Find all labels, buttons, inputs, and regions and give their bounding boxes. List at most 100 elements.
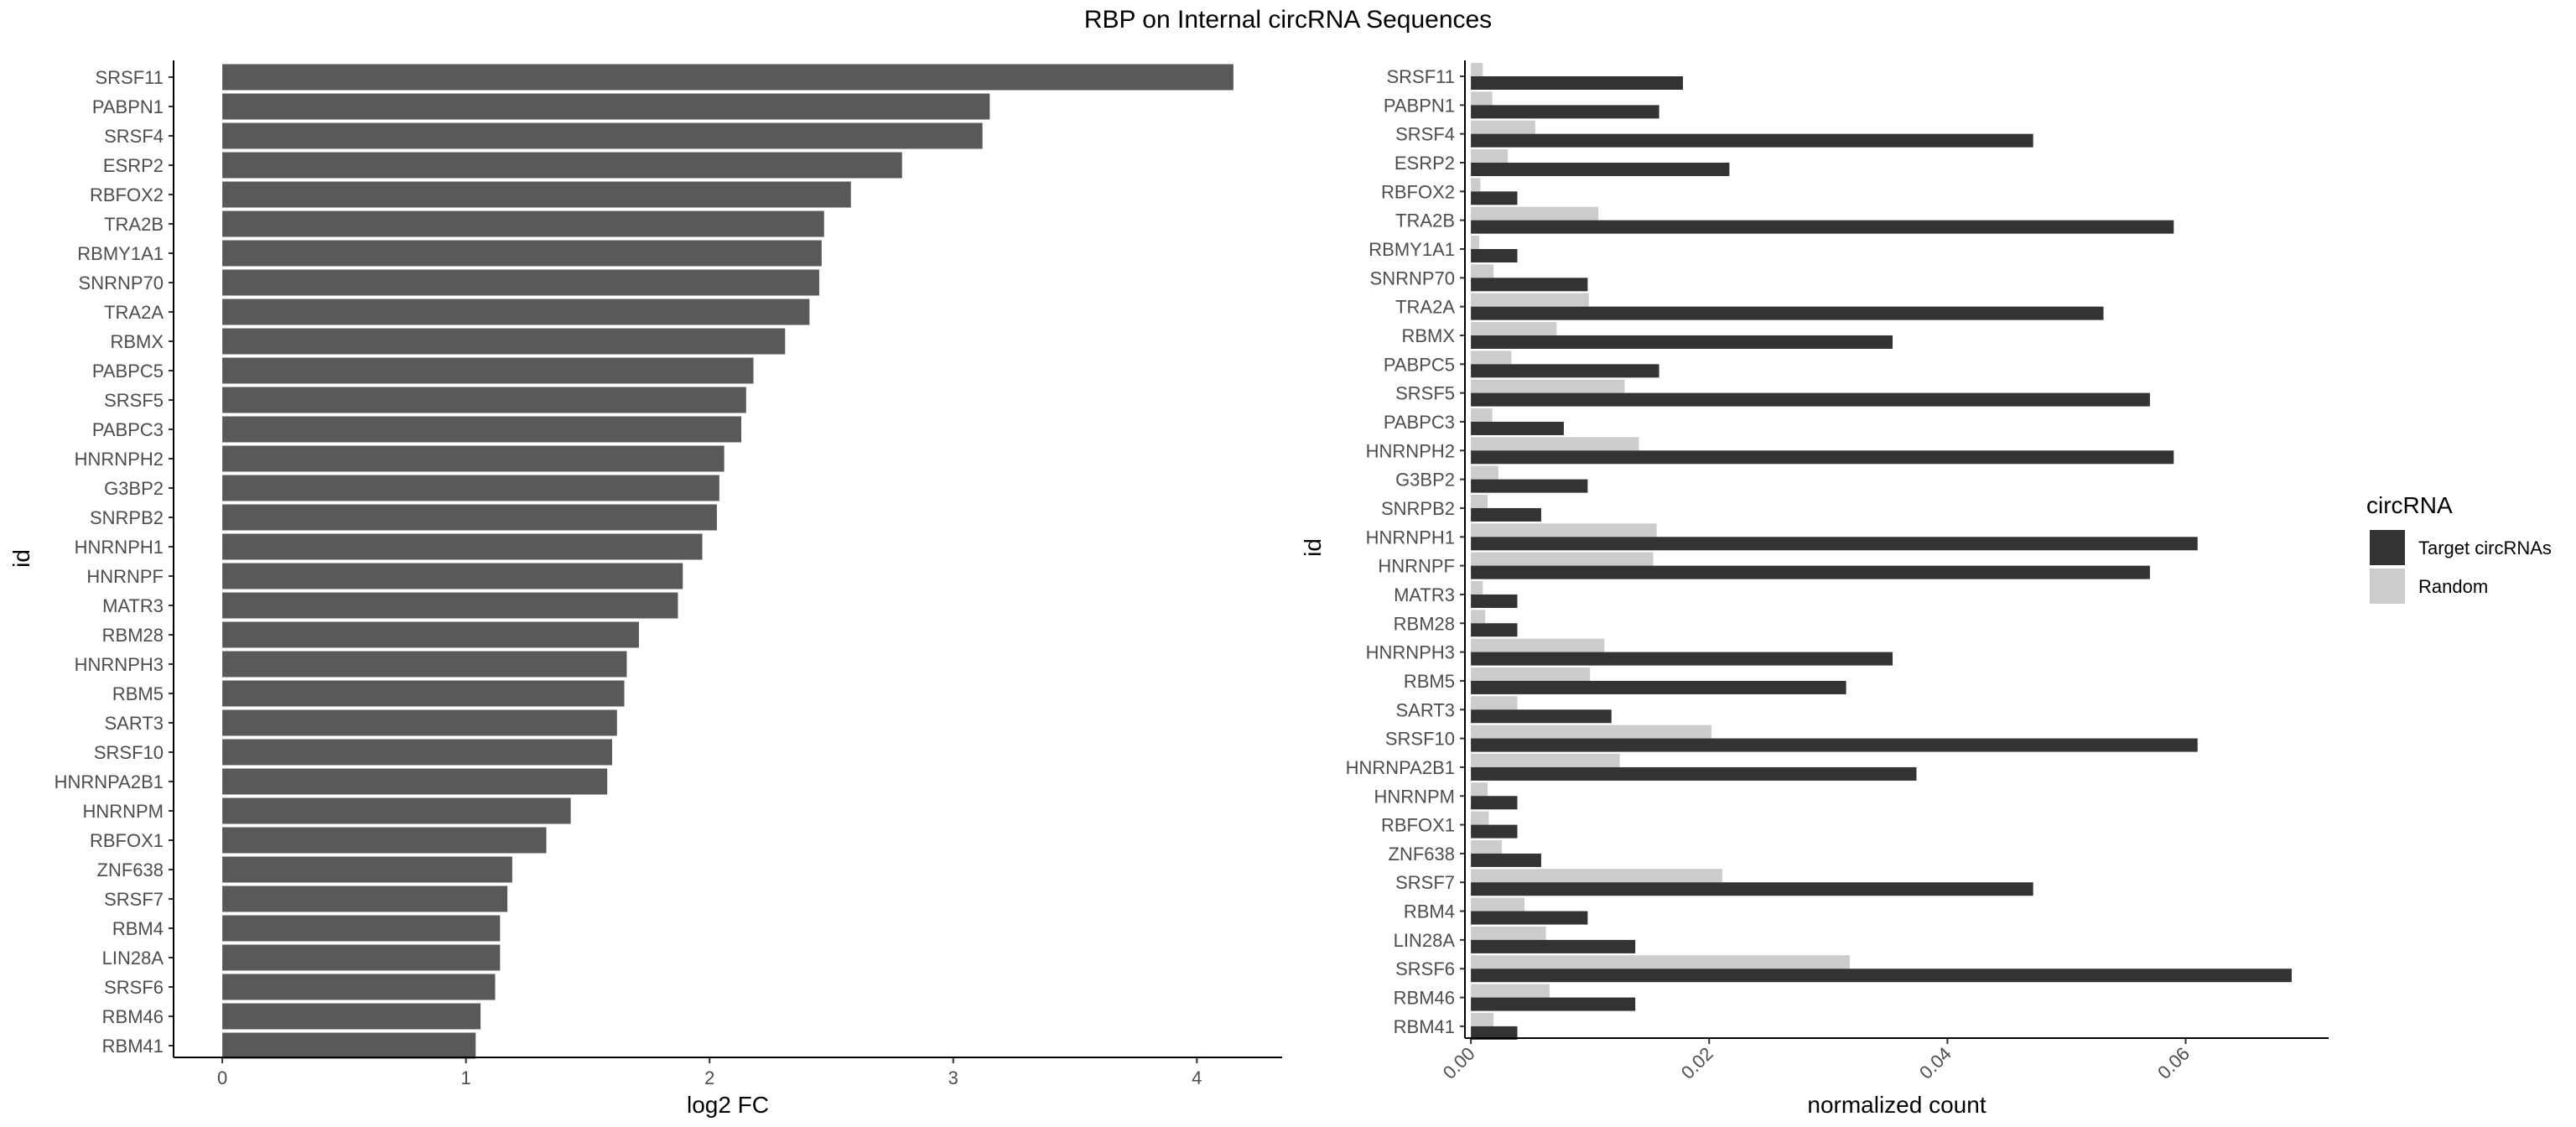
bar-target-hnrnpa2b1 bbox=[1471, 766, 1917, 781]
y-tick-label-rbfox1: RBFOX1 bbox=[1381, 815, 1455, 836]
bar-hnrnph2 bbox=[222, 445, 724, 472]
bar-random-srsf10 bbox=[1471, 724, 1712, 739]
y-tick-label-sart3: SART3 bbox=[104, 713, 164, 734]
bar-target-srsf6 bbox=[1471, 969, 2292, 983]
bar-snrnp70 bbox=[222, 269, 819, 296]
bar-target-srsf5 bbox=[1471, 392, 2150, 407]
bar-random-tra2b bbox=[1471, 206, 1599, 221]
x-tick-label-0-06: 0.06 bbox=[2153, 1043, 2194, 1083]
bar-random-snrpb2 bbox=[1471, 494, 1488, 508]
y-tick-label-srsf4: SRSF4 bbox=[104, 126, 164, 147]
legend-swatch-target-circrnas bbox=[2370, 530, 2405, 565]
y-tick-label-rbm28: RBM28 bbox=[102, 625, 164, 646]
bar-target-rbm5 bbox=[1471, 680, 1846, 694]
left-x-ticks: 0 1 2 3 4 bbox=[217, 1057, 1202, 1088]
y-tick-label-rbm4: RBM4 bbox=[112, 918, 164, 939]
y-tick-label-rbmx: RBMX bbox=[1401, 325, 1455, 346]
y-tick-label-snrnp70: SNRNP70 bbox=[1370, 267, 1455, 288]
bar-random-hnrnpm bbox=[1471, 782, 1488, 797]
left-y-axis-title: id bbox=[8, 549, 34, 568]
right-y-tick-labels: SRSF11 PABPN1 SRSF4 ESRP2 RBFOX2 TRA2B RBMY1A1… bbox=[1346, 66, 1456, 1037]
bar-target-pabpc5 bbox=[1471, 364, 1659, 378]
right-x-axis-title: normalized count bbox=[1807, 1092, 1986, 1118]
bar-target-hnrnph1 bbox=[1471, 537, 2198, 551]
y-tick-label-tra2b: TRA2B bbox=[104, 214, 164, 235]
y-tick-label-hnrnpa2b1: HNRNPA2B1 bbox=[55, 771, 164, 792]
bar-rbm4 bbox=[222, 915, 501, 942]
y-tick-label-srsf6: SRSF6 bbox=[1395, 958, 1455, 979]
bar-random-znf638 bbox=[1471, 839, 1503, 854]
y-tick-label-hnrnph3: HNRNPH3 bbox=[1366, 642, 1455, 663]
y-tick-label-hnrnpm: HNRNPM bbox=[1374, 786, 1455, 807]
log2fc-bar-chart: SRSF11 PABPN1 SRSF4 ESRP2 RBFOX2 TRA2B RBMY1A1… bbox=[8, 60, 1282, 1118]
legend-label-random: Random bbox=[2418, 576, 2488, 597]
x-tick-label-3: 3 bbox=[948, 1067, 958, 1088]
bar-rbm28 bbox=[222, 621, 639, 648]
bar-random-rbm28 bbox=[1471, 610, 1486, 624]
y-tick-label-rbm5: RBM5 bbox=[112, 683, 164, 704]
y-tick-label-matr3: MATR3 bbox=[102, 595, 164, 616]
bar-target-pabpc3 bbox=[1471, 421, 1564, 435]
bar-target-hnrnph3 bbox=[1471, 652, 1893, 666]
y-tick-label-snrpb2: SNRPB2 bbox=[1381, 498, 1455, 519]
legend: circRNA Target circRNAs Random bbox=[2366, 492, 2552, 604]
y-tick-label-tra2a: TRA2A bbox=[1395, 297, 1455, 318]
y-tick-label-hnrnpf: HNRNPF bbox=[86, 566, 164, 587]
bar-srsf5 bbox=[222, 387, 746, 413]
bar-target-rbfox1 bbox=[1471, 824, 1518, 839]
y-tick-label-srsf11: SRSF11 bbox=[95, 67, 164, 88]
y-tick-label-rbm28: RBM28 bbox=[1394, 613, 1455, 634]
bar-tra2b bbox=[222, 210, 824, 237]
bar-target-rbm4 bbox=[1471, 911, 1588, 925]
y-tick-label-rbfox2: RBFOX2 bbox=[90, 184, 164, 205]
bar-snrpb2 bbox=[222, 504, 717, 531]
y-tick-label-rbm41: RBM41 bbox=[102, 1036, 164, 1057]
bar-target-matr3 bbox=[1471, 594, 1518, 608]
y-tick-label-pabpn1: PABPN1 bbox=[1384, 95, 1455, 116]
bar-random-hnrnpa2b1 bbox=[1471, 753, 1620, 767]
bar-random-srsf5 bbox=[1471, 379, 1625, 393]
bar-target-srsf11 bbox=[1471, 76, 1683, 90]
bar-srsf10 bbox=[222, 739, 612, 766]
bar-target-tra2b bbox=[1471, 220, 2174, 234]
bar-target-esrp2 bbox=[1471, 162, 1730, 176]
bar-srsf6 bbox=[222, 974, 496, 1000]
bar-target-tra2a bbox=[1471, 306, 2104, 320]
y-tick-label-rbfox1: RBFOX1 bbox=[90, 830, 164, 851]
bar-random-rbmx bbox=[1471, 321, 1557, 335]
y-tick-label-pabpc5: PABPC5 bbox=[92, 361, 164, 382]
bar-target-srsf10 bbox=[1471, 738, 2198, 752]
bar-rbfox1 bbox=[222, 827, 547, 854]
bar-pabpc3 bbox=[222, 416, 741, 443]
x-tick-label-0-02: 0.02 bbox=[1677, 1043, 1717, 1083]
legend-label-target-circrnas: Target circRNAs bbox=[2418, 538, 2552, 558]
bar-target-lin28a bbox=[1471, 939, 1636, 953]
y-tick-label-hnrnph1: HNRNPH1 bbox=[75, 537, 164, 558]
x-tick-label-2: 2 bbox=[704, 1067, 714, 1088]
bar-random-lin28a bbox=[1471, 926, 1546, 940]
bar-random-rbm46 bbox=[1471, 984, 1550, 998]
bar-g3bp2 bbox=[222, 475, 719, 501]
y-tick-label-pabpn1: PABPN1 bbox=[92, 96, 164, 117]
y-tick-label-pabpc5: PABPC5 bbox=[1384, 354, 1455, 375]
bar-hnrnpm bbox=[222, 797, 571, 824]
y-tick-label-znf638: ZNF638 bbox=[97, 860, 164, 880]
y-tick-label-hnrnph1: HNRNPH1 bbox=[1366, 527, 1455, 548]
bar-srsf11 bbox=[222, 64, 1233, 91]
y-tick-label-rbmy1a1: RBMY1A1 bbox=[1368, 239, 1455, 260]
bar-random-pabpn1 bbox=[1471, 91, 1493, 106]
x-tick-label-1: 1 bbox=[461, 1067, 471, 1088]
y-tick-label-srsf5: SRSF5 bbox=[1395, 383, 1455, 404]
bar-target-rbmy1a1 bbox=[1471, 248, 1518, 262]
y-tick-label-hnrnpa2b1: HNRNPA2B1 bbox=[1346, 757, 1455, 778]
legend-swatch-random bbox=[2370, 569, 2405, 604]
bar-target-rbm41 bbox=[1471, 1026, 1518, 1040]
bar-random-rbm41 bbox=[1471, 1012, 1494, 1026]
y-tick-label-matr3: MATR3 bbox=[1394, 584, 1455, 605]
y-tick-label-rbmy1a1: RBMY1A1 bbox=[77, 243, 164, 264]
bar-random-rbm4 bbox=[1471, 897, 1525, 911]
left-x-axis-title: log2 FC bbox=[687, 1092, 769, 1118]
x-tick-label-4: 4 bbox=[1192, 1067, 1202, 1088]
y-tick-label-hnrnph2: HNRNPH2 bbox=[1366, 440, 1455, 461]
